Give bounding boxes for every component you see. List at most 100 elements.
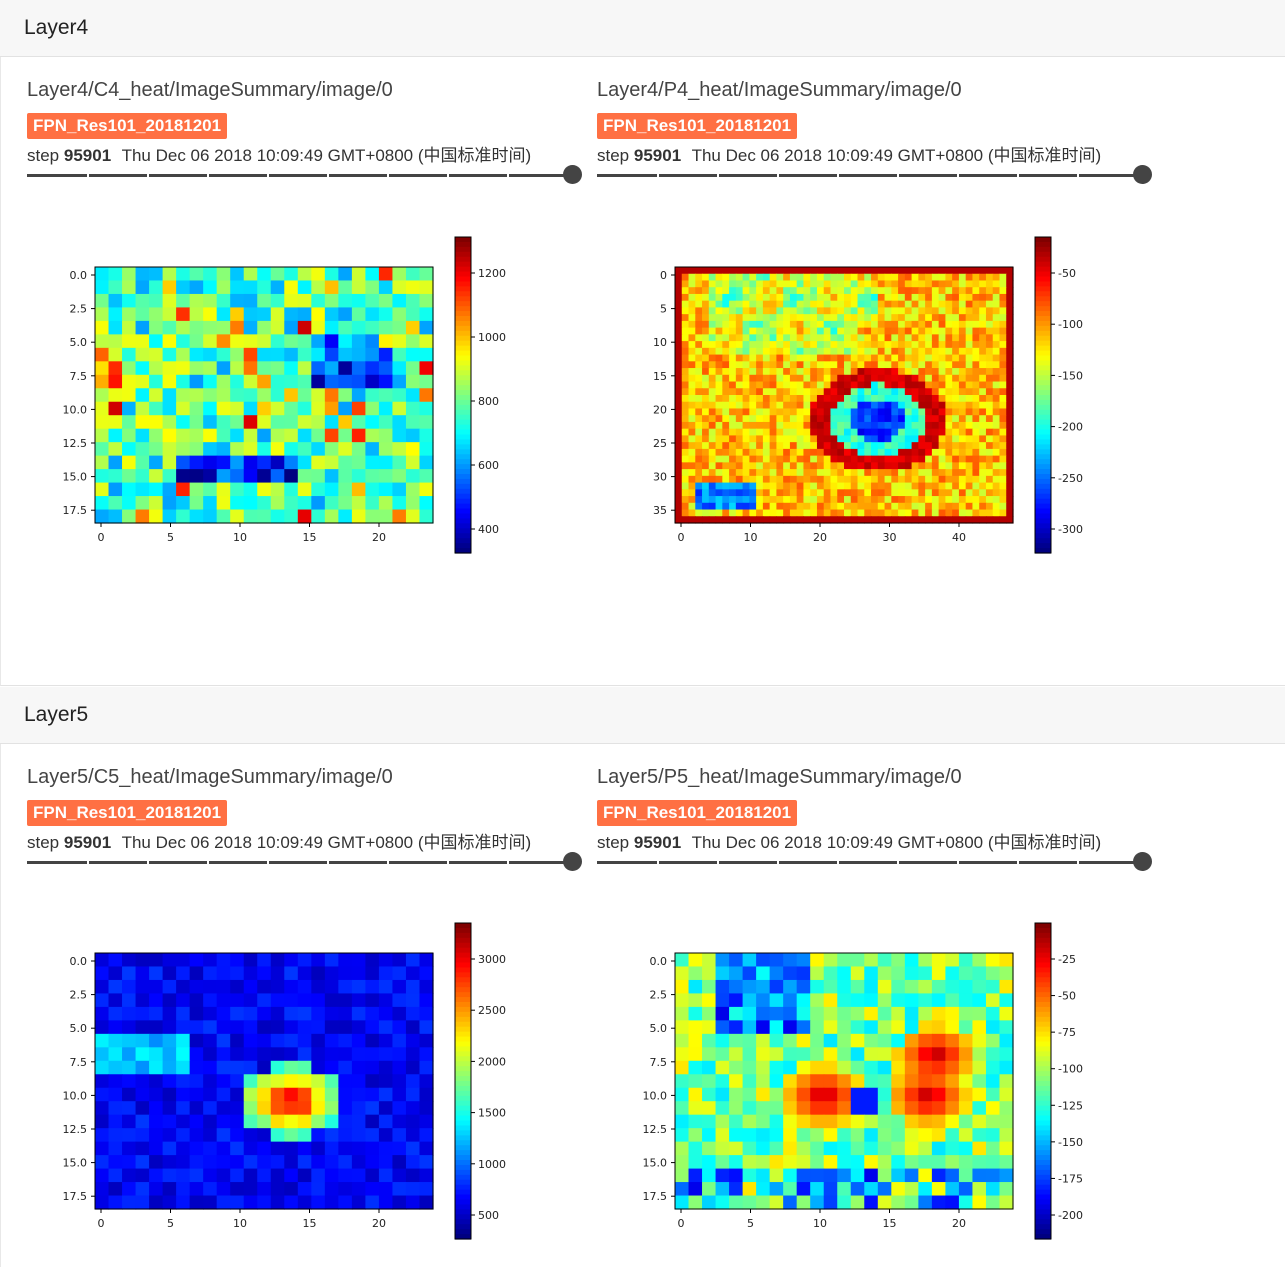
heatmap-cell bbox=[365, 1101, 380, 1116]
heatmap-cell bbox=[756, 320, 764, 329]
heatmap-cell bbox=[979, 314, 987, 322]
heatmap-cell bbox=[979, 428, 987, 437]
heatmap-cell bbox=[891, 1128, 906, 1143]
section-header[interactable]: Layer5 bbox=[0, 687, 1285, 744]
heatmap-cell bbox=[823, 1114, 838, 1129]
heatmap-cell bbox=[857, 388, 865, 396]
heatmap-cell bbox=[715, 442, 723, 450]
heatmap-cell bbox=[979, 475, 987, 484]
heatmap-cell bbox=[1006, 381, 1014, 389]
heatmap-cell bbox=[958, 448, 967, 457]
slider-track[interactable] bbox=[597, 173, 1143, 177]
heatmap-cell bbox=[985, 415, 994, 423]
heatmap-cell bbox=[877, 421, 886, 430]
colorbar-band bbox=[1035, 246, 1051, 253]
heatmap-cell bbox=[708, 334, 717, 342]
heatmap-cell bbox=[695, 448, 703, 457]
heatmap-cell bbox=[850, 1020, 865, 1035]
heatmap-cell bbox=[999, 442, 1007, 450]
heatmap-cell bbox=[675, 415, 683, 423]
heatmap-cell bbox=[783, 341, 791, 349]
slider-thumb[interactable] bbox=[563, 165, 582, 184]
heatmap-cell bbox=[351, 455, 366, 470]
colorbar-tick-label: 400 bbox=[478, 523, 499, 536]
heatmap-cell bbox=[992, 401, 1001, 410]
heatmap-cell bbox=[149, 1060, 164, 1075]
heatmap-cell bbox=[938, 293, 946, 302]
heatmap-cell bbox=[762, 462, 771, 470]
colorbar-band bbox=[1035, 538, 1051, 544]
heatmap-cell bbox=[338, 415, 353, 430]
heatmap-cell bbox=[378, 1195, 394, 1210]
heatmap-cell bbox=[803, 448, 811, 457]
colorbar-band bbox=[455, 1090, 471, 1097]
heatmap-cell bbox=[891, 300, 899, 309]
slider-track[interactable] bbox=[597, 860, 1143, 864]
heatmap-cell bbox=[931, 395, 940, 403]
heatmap-cell bbox=[162, 1155, 177, 1170]
step-slider[interactable] bbox=[27, 165, 583, 185]
slider-tick bbox=[657, 860, 659, 864]
heatmap-cell bbox=[257, 1006, 272, 1021]
heatmap-cell bbox=[405, 1114, 421, 1129]
slider-track[interactable] bbox=[27, 860, 573, 864]
heatmap-cell bbox=[95, 442, 110, 457]
heatmap-cell bbox=[898, 347, 906, 356]
heatmap-cell bbox=[952, 347, 960, 356]
heatmap-cell bbox=[891, 273, 899, 282]
heatmap-cell bbox=[762, 395, 771, 403]
step-info: step 95901 Thu Dec 06 2018 10:09:49 GMT+… bbox=[27, 828, 531, 853]
heatmap-cell bbox=[837, 287, 845, 295]
colorbar-band bbox=[1035, 977, 1051, 983]
heatmap-cell bbox=[742, 496, 750, 504]
heatmap-cell bbox=[378, 953, 394, 968]
heatmap-cell bbox=[284, 1101, 299, 1116]
heatmap-cell bbox=[257, 966, 272, 981]
heatmap-cell bbox=[776, 442, 784, 450]
section-header[interactable]: Layer4 bbox=[0, 0, 1285, 57]
heatmap-cell bbox=[796, 347, 805, 356]
heatmap-cell bbox=[816, 368, 825, 376]
heatmap-cell bbox=[925, 509, 933, 517]
heatmap-cell bbox=[311, 1047, 326, 1062]
heatmap-cell bbox=[324, 1155, 339, 1170]
step-slider[interactable] bbox=[27, 852, 583, 872]
heatmap-cell bbox=[789, 496, 798, 504]
heatmap-cell bbox=[918, 455, 926, 463]
colorbar-band bbox=[455, 548, 471, 554]
heatmap-cell bbox=[945, 1141, 960, 1156]
y-tick-label: 10.0 bbox=[643, 1089, 668, 1102]
heatmap-cell bbox=[284, 1128, 299, 1143]
heatmap-cell bbox=[284, 1195, 299, 1210]
heatmap-cell bbox=[297, 469, 312, 484]
heatmap-cell bbox=[904, 516, 913, 524]
slider-track[interactable] bbox=[27, 173, 573, 177]
step-slider[interactable] bbox=[597, 852, 1153, 872]
heatmap-cell bbox=[783, 273, 791, 282]
heatmap-cell bbox=[931, 1168, 946, 1183]
slider-thumb[interactable] bbox=[1133, 165, 1152, 184]
heatmap-cell bbox=[769, 448, 777, 457]
colorbar-band bbox=[1035, 409, 1051, 416]
heatmap-cell bbox=[911, 455, 919, 463]
heatmap-cell bbox=[756, 489, 764, 497]
heatmap-cell bbox=[871, 502, 879, 511]
heatmap-cell bbox=[203, 1087, 218, 1102]
colorbar-band bbox=[455, 1189, 471, 1196]
heatmap-cell bbox=[681, 448, 690, 457]
heatmap-cell bbox=[904, 381, 913, 389]
heatmap-cell bbox=[891, 1168, 906, 1183]
slider-thumb[interactable] bbox=[563, 852, 582, 871]
slider-thumb[interactable] bbox=[1133, 852, 1152, 871]
heatmap-cell bbox=[904, 1155, 919, 1170]
heatmap-cell bbox=[257, 1101, 272, 1116]
heatmap-cell bbox=[756, 1060, 771, 1075]
heatmap-cell bbox=[735, 314, 744, 322]
heatmap-cell bbox=[135, 1020, 150, 1035]
heatmap-cell bbox=[243, 496, 258, 511]
heatmap-cell bbox=[810, 428, 818, 437]
heatmap-cell bbox=[837, 442, 845, 450]
heatmap-cell bbox=[1006, 496, 1014, 504]
step-slider[interactable] bbox=[597, 165, 1153, 185]
heatmap-cell bbox=[816, 287, 825, 295]
